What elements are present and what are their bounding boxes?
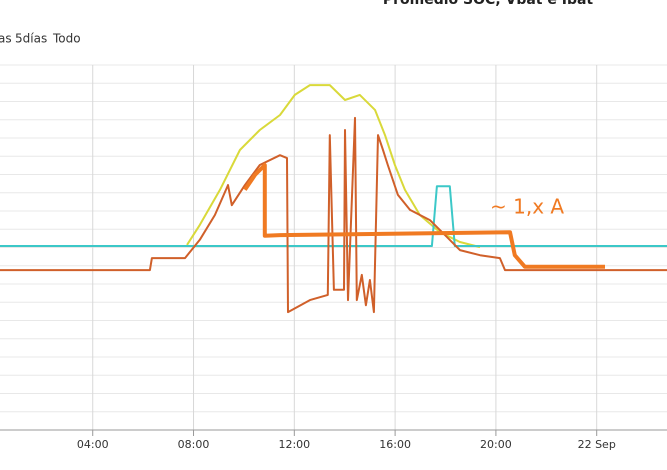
series-line — [243, 163, 605, 269]
x-tick-label: 08:00 — [178, 438, 210, 451]
series-line — [0, 116, 667, 314]
x-tick-label: 20:00 — [480, 438, 512, 451]
x-tick-label: 22 Sep — [578, 438, 616, 451]
range-button[interactable]: 5días — [15, 32, 47, 46]
x-tick-label: 04:00 — [77, 438, 109, 451]
range-button[interactable]: Todo — [52, 32, 81, 46]
series-line — [186, 84, 481, 249]
x-tick-label: 12:00 — [278, 438, 310, 451]
annotation: ~ 1,x A — [490, 195, 564, 219]
chart-title: Promedio SOC, Vbat e Ibat — [383, 0, 594, 8]
series-line — [0, 185, 667, 247]
range-button[interactable]: as — [0, 32, 12, 46]
x-tick-label: 16:00 — [379, 438, 411, 451]
